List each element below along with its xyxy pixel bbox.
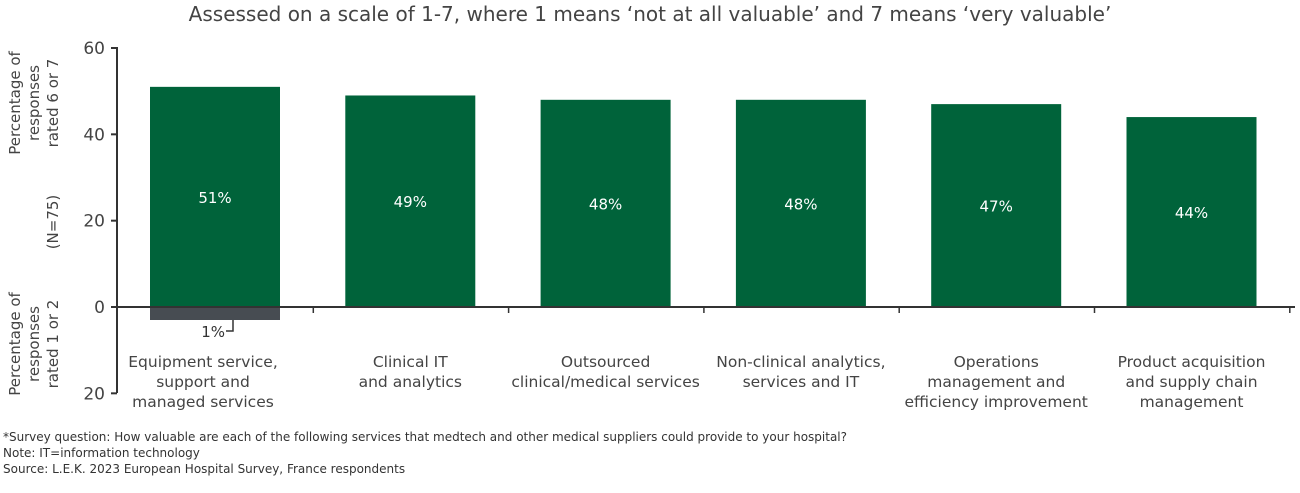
y-axis-label-upper: Percentage of [6,50,24,154]
chart-title: Assessed on a scale of 1-7, where 1 mean… [188,2,1112,26]
category-label: management [1140,393,1244,411]
y-axis-label-lower: responses [25,306,43,382]
bar [1126,117,1257,307]
source-note: Source: L.E.K. 2023 European Hospital Su… [3,462,406,476]
y-axis-label-upper: responses [25,65,43,141]
y-tick-label: 40 [83,125,105,145]
category-label: clinical/medical services [511,373,699,391]
category-label: Outsourced [561,353,650,371]
category-label: Clinical IT [373,353,448,371]
y-axis-label-upper: rated 6 or 7 [44,59,62,148]
category-label: Operations [954,353,1039,371]
y-tick-label: 60 [83,39,105,59]
negative-value-label: 1% [201,323,225,341]
survey-note: *Survey question: How valuable are each … [3,430,848,444]
bar-value-label: 48% [589,195,622,213]
bar [931,104,1062,307]
bar [540,99,671,307]
y-tick-label: 20 [83,384,105,404]
y-axis-label-lower: Percentage of [6,291,24,395]
bar-value-label: 51% [198,189,231,207]
category-label: Equipment service, [128,353,278,371]
footnotes: *Survey question: How valuable are each … [3,429,847,477]
y-tick-label: 20 [83,212,105,232]
category-label: efficiency improvement [905,393,1088,411]
bar [735,99,866,307]
bar-value-label: 48% [784,195,817,213]
negative-bar [150,307,280,320]
bar-value-label: 49% [394,193,427,211]
category-label: Product acquisition [1118,353,1266,371]
category-label: support and [156,373,250,391]
category-label: managed services [132,393,274,411]
leader-line [226,320,234,332]
bar-chart: 51% 1% Equipment service, support and manage… [6,39,1295,411]
bar-value-label: 44% [1175,204,1208,222]
it-note: Note: IT=information technology [3,446,200,460]
y-axis-label-lower: rated 1 or 2 [44,300,62,389]
y-tick-label: 0 [94,298,105,318]
category-label: Non-clinical analytics, [716,353,885,371]
category-label: and analytics [359,373,462,391]
bar [150,86,280,307]
y-axis-label-n: (N=75) [44,195,62,250]
category-label: management and [927,373,1065,391]
category-label: and supply chain [1125,373,1257,391]
bar [345,95,476,307]
category-label: services and IT [743,373,860,391]
bar-value-label: 47% [980,198,1013,216]
